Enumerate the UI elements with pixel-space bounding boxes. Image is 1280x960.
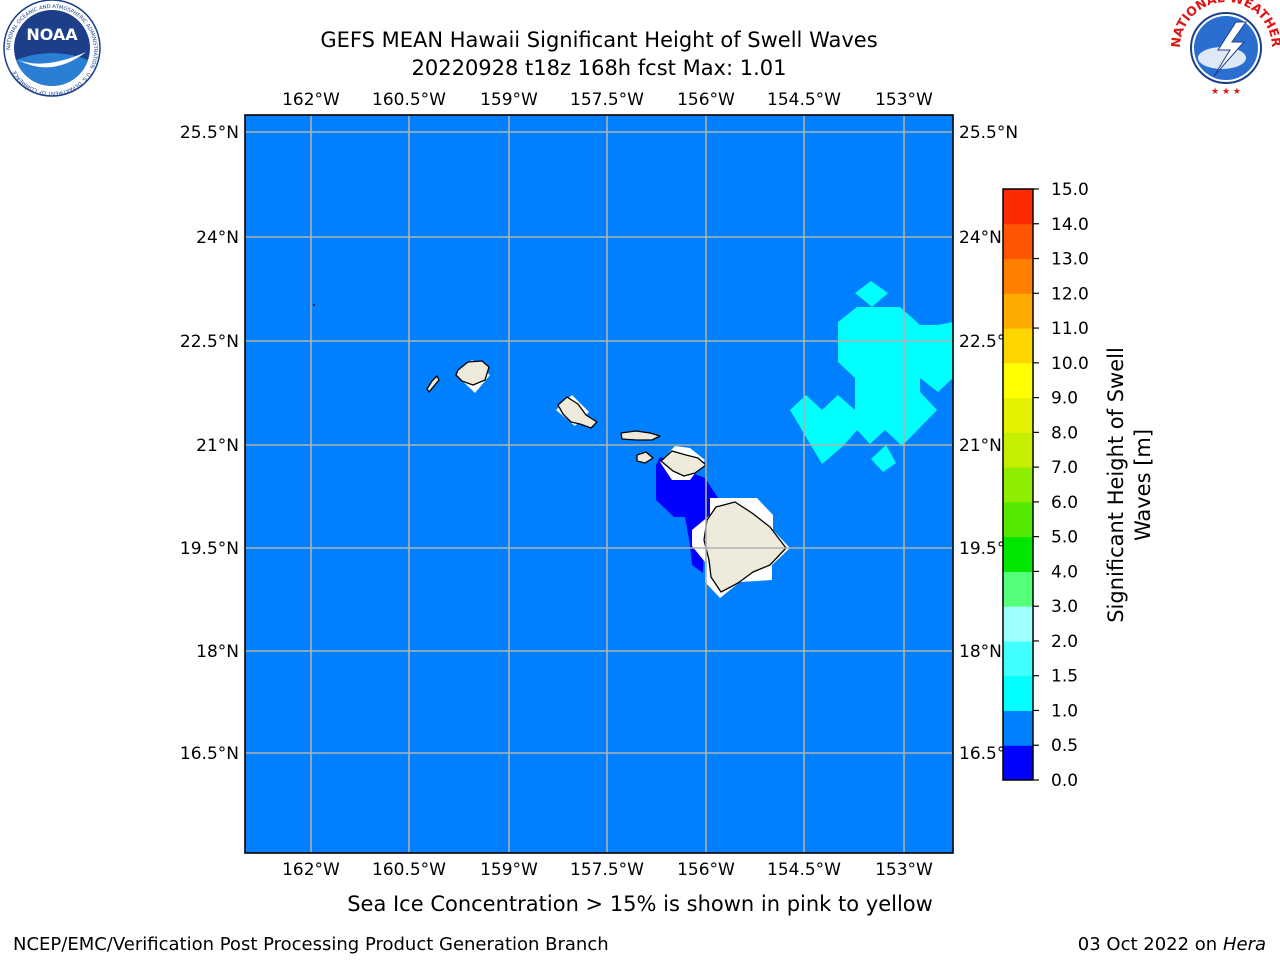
lon-label-bottom: 162°W: [282, 860, 340, 880]
svg-text:★ ★ ★: ★ ★ ★: [1211, 87, 1241, 97]
colorbar-bin: [1003, 571, 1033, 607]
colorbar-tick-label: 14.0: [1051, 215, 1089, 235]
colorbar-tick-label: 1.0: [1051, 701, 1078, 721]
colorbar-tick-label: 9.0: [1051, 389, 1078, 409]
lat-label-left: 18°N: [196, 642, 239, 662]
colorbar-bin: [1003, 223, 1033, 260]
colorbar-tick-label: 7.0: [1051, 458, 1078, 478]
lon-label-top: 156°W: [677, 90, 735, 110]
colorbar-tick-label: 3.0: [1051, 597, 1078, 617]
lon-label-top: 157.5°W: [570, 90, 644, 110]
colorbar-label-line-1: Significant Height of Swell: [1104, 347, 1128, 623]
lon-label-top: 160.5°W: [372, 90, 446, 110]
lat-label-right: 18°N: [959, 642, 1002, 662]
lat-label-left: 25.5°N: [180, 123, 239, 143]
lon-labels-top: 162°W 160.5°W 159°W 157.5°W 156°W 154.5°…: [282, 90, 933, 110]
lon-label-bottom: 157.5°W: [570, 860, 644, 880]
colorbar-bin: [1003, 606, 1033, 642]
colorbar-bin: [1003, 536, 1033, 572]
colorbar-bin: [1003, 293, 1033, 329]
colorbar-tick-label: 15.0: [1051, 180, 1089, 200]
colorbar-tick-label: 10.0: [1051, 354, 1089, 374]
map-frame: [244, 114, 954, 854]
colorbar-bin: [1003, 189, 1033, 225]
lat-labels-left: 25.5°N 24°N 22.5°N 21°N 19.5°N 18°N 16.5…: [180, 123, 239, 764]
colorbar-tick-label: 12.0: [1051, 284, 1089, 304]
colorbar-frame: [1002, 188, 1034, 781]
island-oahu: [557, 396, 598, 429]
island-molokai: [620, 430, 661, 441]
colorbar-tick-label: 13.0: [1051, 250, 1089, 270]
ocean-field: [245, 115, 953, 853]
lat-label-left: 22.5°N: [180, 332, 239, 352]
footer-date: 03 Oct 2022 on Hera: [1078, 934, 1266, 955]
lat-label-left: 19.5°N: [180, 539, 239, 559]
island-nihoa: [313, 304, 315, 306]
swell-1-1.5m-area: [790, 281, 953, 472]
colorbar-bin: [1003, 501, 1033, 538]
lon-label-top: 153°W: [875, 90, 933, 110]
colorbar-tick-label: 6.0: [1051, 493, 1078, 513]
noaa-logo-text: NOAA: [26, 25, 78, 44]
lon-label-bottom: 160.5°W: [372, 860, 446, 880]
lon-label-top: 154.5°W: [767, 90, 841, 110]
colorbar-bin: [1003, 745, 1033, 781]
colorbar-bin: [1003, 432, 1033, 468]
colorbar-tick-label: 5.0: [1051, 528, 1078, 548]
title-line-1: GEFS MEAN Hawaii Significant Height of S…: [320, 28, 877, 52]
lon-label-top: 159°W: [480, 90, 538, 110]
colorbar-bin: [1003, 675, 1033, 711]
colorbar-tick-label: 11.0: [1051, 319, 1089, 339]
island-lanai: [636, 451, 654, 464]
colorbar-tick-label: 1.5: [1051, 667, 1078, 687]
lat-label-left: 24°N: [196, 228, 239, 248]
colorbar-tick-label: 8.0: [1051, 423, 1078, 443]
footer-machine: Hera: [1223, 934, 1266, 955]
colorbar-tick-label: 0.5: [1051, 736, 1078, 756]
island-kauai: [455, 360, 490, 386]
colorbar-bin: [1003, 640, 1033, 677]
lon-labels-bottom: 162°W 160.5°W 159°W 157.5°W 156°W 154.5°…: [282, 860, 933, 880]
map-panel: 162°W 160.5°W 159°W 157.5°W 156°W 154.5°…: [180, 90, 1018, 880]
colorbar-bin: [1003, 328, 1033, 364]
graticule: [245, 115, 953, 853]
lon-label-top: 162°W: [282, 90, 340, 110]
lat-label-left: 16.5°N: [180, 744, 239, 764]
title-line-2: 20220928 t18z 168h fcst Max: 1.01: [412, 56, 787, 80]
footer-date-text: 03 Oct 2022 on: [1078, 934, 1223, 955]
colorbar: 0.0 0.5 1.0 1.5 2.0 3.0 4.0 5.0 6.0 7.0 8.0 9.0 10.0…: [1002, 180, 1089, 791]
lat-label-right: 21°N: [959, 436, 1002, 456]
lat-label-right: 24°N: [959, 228, 1002, 248]
island-niihau: [426, 375, 440, 393]
colorbar-bin: [1003, 467, 1033, 503]
footer-branch: NCEP/EMC/Verification Post Processing Pr…: [13, 934, 609, 955]
lon-label-bottom: 156°W: [677, 860, 735, 880]
lon-label-bottom: 154.5°W: [767, 860, 841, 880]
lon-label-bottom: 153°W: [875, 860, 933, 880]
colorbar-tick-label: 4.0: [1051, 562, 1078, 582]
island-hawaii: [703, 501, 787, 593]
colorbar-tick-label: 2.0: [1051, 632, 1078, 652]
colorbar-bin: [1003, 258, 1033, 294]
lat-label-left: 21°N: [196, 436, 239, 456]
colorbar-bin: [1003, 362, 1033, 399]
lon-label-bottom: 159°W: [480, 860, 538, 880]
sea-ice-note: Sea Ice Concentration > 15% is shown in …: [347, 892, 933, 916]
colorbar-label-line-2: Waves [m]: [1131, 429, 1155, 541]
noaa-logo: NOAA NATIONAL OCEANIC AND ATMOSPHERIC AD…: [3, 0, 101, 97]
colorbar-bin: [1003, 397, 1033, 433]
lat-label-right: 25.5°N: [959, 123, 1018, 143]
colorbar-bin: [1003, 710, 1033, 746]
colorbar-tick-label: 0.0: [1051, 771, 1078, 791]
